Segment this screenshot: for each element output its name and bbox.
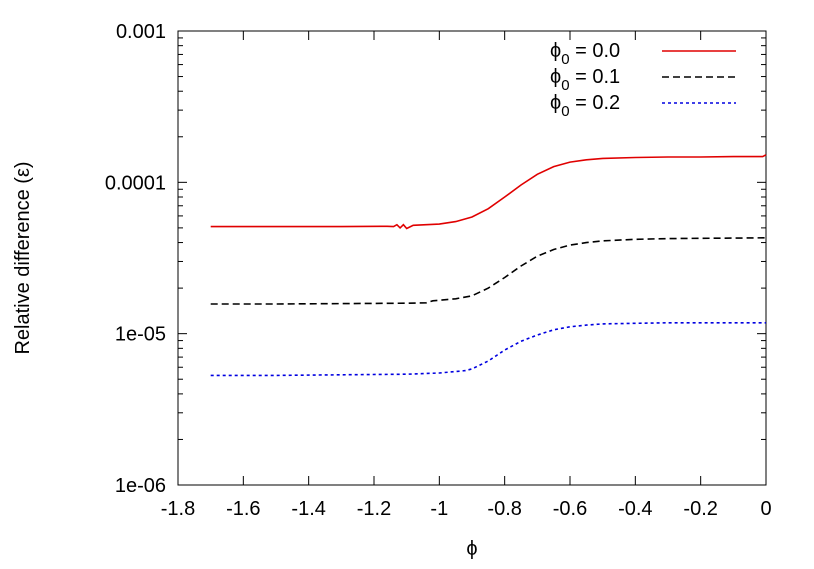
series-line-2 bbox=[210, 322, 766, 377]
x-tick-label: -0.4 bbox=[618, 498, 652, 520]
y-tick-label: 0.0001 bbox=[105, 172, 166, 194]
y-tick-label: 1e-05 bbox=[115, 324, 166, 346]
x-tick-label: -1.2 bbox=[357, 498, 391, 520]
x-tick-label: -1.8 bbox=[161, 498, 195, 520]
x-tick-label: -0.2 bbox=[683, 498, 717, 520]
legend-label-0: ϕ0 = 0.0 bbox=[550, 40, 620, 68]
x-tick-label: 0 bbox=[760, 498, 771, 520]
series-line-0 bbox=[210, 154, 767, 230]
x-tick-label: -0.8 bbox=[487, 498, 521, 520]
plot-frame bbox=[177, 30, 767, 486]
legend: ϕ0 = 0.0ϕ0 = 0.1ϕ0 = 0.2 bbox=[550, 40, 736, 120]
tick-labels: -1.8 -1.6 -1.4 -1.2 -1 -0.8 -0.6 -0.4 -0.2 0 1e-06… bbox=[105, 21, 772, 520]
x-tick-label: -1 bbox=[430, 498, 448, 520]
y-tick-label: 1e-06 bbox=[115, 475, 166, 497]
y-axis-title: Relative difference (ε) bbox=[12, 161, 34, 354]
x-axis-title: ϕ bbox=[466, 538, 477, 560]
series-line-1 bbox=[210, 237, 767, 305]
x-tick-label: -1.6 bbox=[226, 498, 260, 520]
ticks bbox=[177, 30, 767, 486]
x-tick-label: -0.6 bbox=[553, 498, 587, 520]
series-lines bbox=[210, 154, 767, 377]
x-tick-label: -1.4 bbox=[291, 498, 325, 520]
legend-label-2: ϕ0 = 0.2 bbox=[550, 92, 620, 120]
legend-label-1: ϕ0 = 0.1 bbox=[550, 66, 620, 94]
y-tick-label: 0.001 bbox=[116, 21, 166, 43]
